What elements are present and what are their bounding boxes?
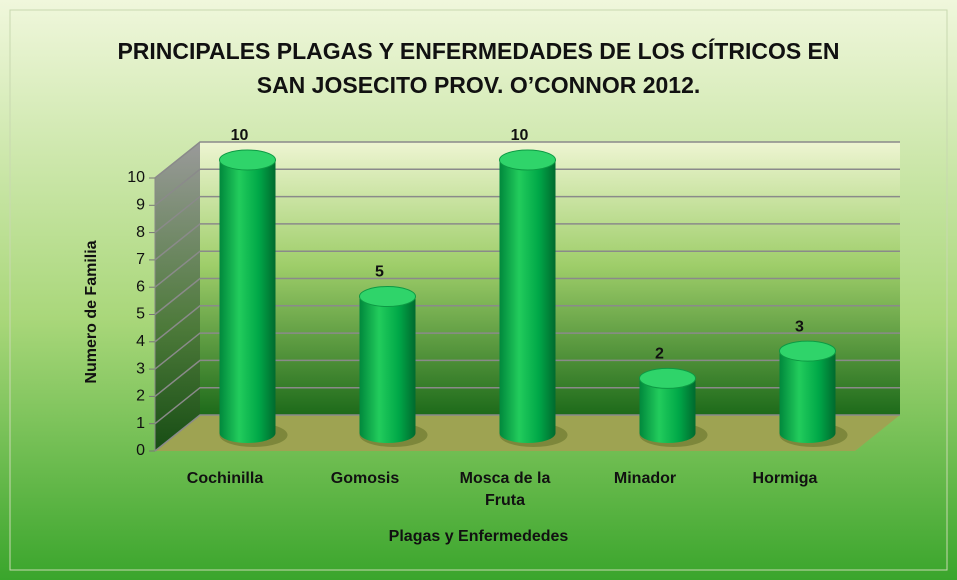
data-label: 10 — [231, 127, 249, 144]
data-label: 2 — [655, 346, 664, 363]
y-tick-label: 5 — [136, 306, 145, 323]
bar-top — [219, 149, 276, 171]
grid-line — [154, 305, 900, 343]
bar-top — [639, 367, 696, 389]
x-tick-label: Hormiga — [752, 470, 818, 487]
grid-line — [154, 332, 900, 370]
x-tick-label: Mosca de la Fruta — [459, 470, 551, 509]
data-label: 10 — [511, 127, 529, 144]
x-tick-label: Gomosis — [330, 470, 400, 487]
grid-line — [154, 277, 900, 316]
y-tick-label: 8 — [136, 224, 145, 241]
x-axis-label: Plagas y Enfermededes — [388, 528, 569, 545]
y-tick-label: 0 — [136, 442, 145, 459]
bar — [219, 160, 276, 443]
grid-line — [154, 141, 900, 179]
grid-line — [154, 223, 900, 261]
y-tick-label: 1 — [136, 415, 145, 432]
y-tick-label: 2 — [136, 388, 145, 405]
grid-line — [154, 195, 900, 234]
bar — [639, 378, 696, 443]
bar-top — [359, 286, 416, 307]
bar-top — [779, 340, 836, 362]
y-tick-label: 7 — [136, 251, 145, 268]
bar — [359, 296, 416, 443]
x-tick-label: Cochinilla — [186, 470, 264, 487]
bar-top — [499, 149, 556, 171]
bar — [499, 160, 556, 443]
data-label: 3 — [795, 318, 804, 335]
grid-line — [154, 168, 900, 206]
y-tick-label: 6 — [136, 278, 145, 295]
y-tick-label: 10 — [127, 169, 145, 186]
grid-line — [154, 359, 900, 397]
y-tick-label: 3 — [136, 360, 145, 377]
chart-title: PRINCIPALES PLAGAS Y ENFERMEDADES DE LOS… — [117, 38, 840, 98]
bar — [779, 351, 836, 443]
x-tick-label: Minador — [613, 470, 677, 487]
grid-line — [154, 250, 900, 288]
y-tick-label: 4 — [136, 333, 145, 350]
y-tick-label: 9 — [136, 197, 145, 214]
data-label: 5 — [375, 264, 384, 281]
border — [9, 9, 948, 571]
y-axis-label: Numero de Familia — [83, 240, 100, 383]
